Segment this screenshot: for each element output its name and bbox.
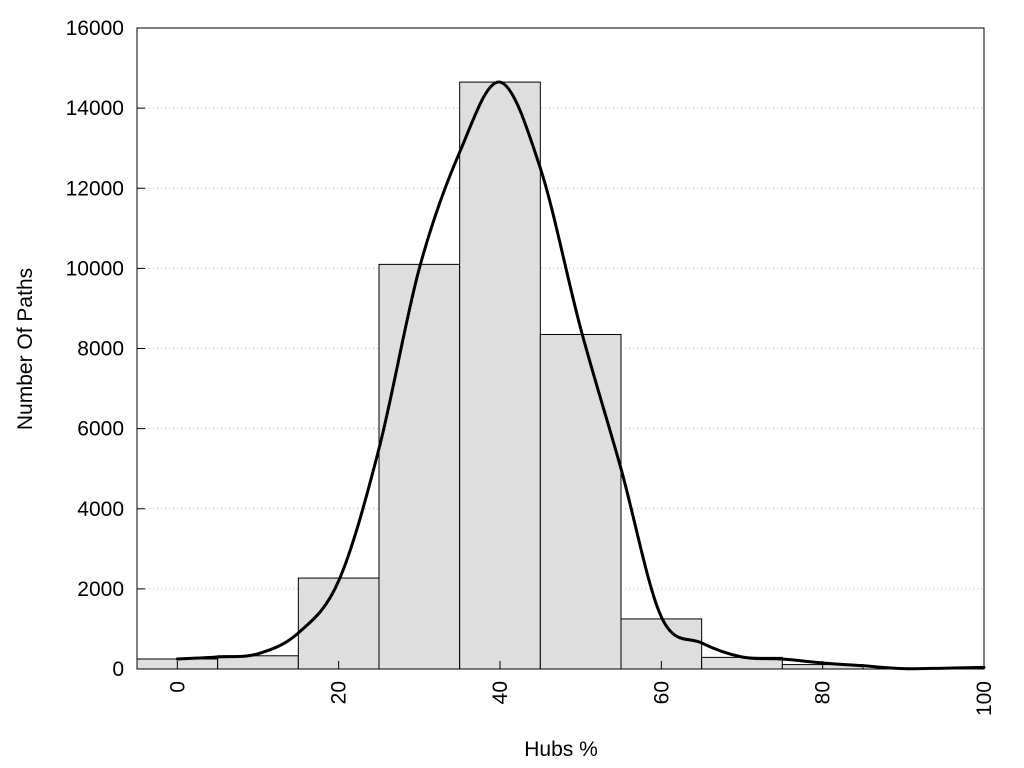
- y-tick-label-2: 4000: [77, 498, 124, 521]
- bar-5: [539, 333, 622, 670]
- y-axis-ticks: 0 2000 4000 6000 8000 10000 12000 14000 16000: [66, 17, 145, 681]
- x-axis-title: Hubs %: [524, 738, 598, 761]
- bar-3: [378, 263, 461, 670]
- y-tick-label-3: 6000: [77, 418, 124, 441]
- y-tick-label-0: 0: [112, 658, 124, 681]
- x-tick-label-5: 100: [973, 681, 996, 716]
- x-axis-ticks: 0 20 40 60 80 100: [166, 661, 996, 716]
- bar-2: [297, 577, 380, 670]
- x-tick-label-2: 40: [489, 681, 512, 704]
- y-tick-label-5: 10000: [66, 257, 124, 280]
- histogram-bars: [136, 81, 864, 670]
- y-tick-label-4: 8000: [77, 338, 124, 361]
- x-tick-label-3: 60: [650, 681, 673, 704]
- x-tick-label-1: 20: [328, 681, 351, 704]
- y-axis-title: Number Of Paths: [14, 268, 37, 430]
- x-tick-label-0: 0: [166, 681, 189, 693]
- y-tick-label-7: 14000: [66, 97, 124, 120]
- bar-4: [459, 81, 541, 670]
- y-tick-label-8: 16000: [66, 17, 124, 40]
- y-tick-label-1: 2000: [77, 578, 124, 601]
- y-tick-label-6: 12000: [66, 177, 124, 200]
- x-tick-label-4: 80: [812, 681, 835, 704]
